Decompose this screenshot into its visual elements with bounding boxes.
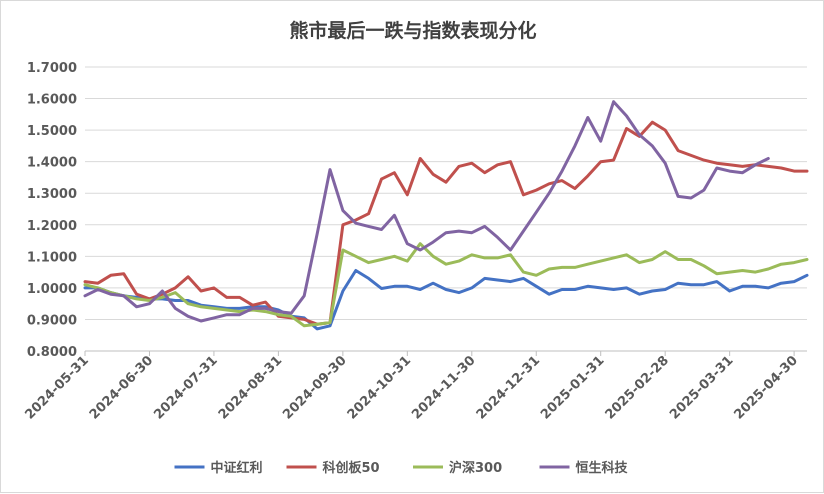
series-line (83, 242, 809, 328)
y-tick-label: 1.3000 (27, 187, 77, 202)
y-tick-label: 1.2000 (27, 219, 77, 234)
x-tick-label: 2025-01-31 (538, 353, 607, 422)
x-tick-label: 2025-04-30 (732, 353, 801, 422)
x-tick-label: 2025-02-28 (603, 353, 672, 422)
y-tick-label: 0.9000 (27, 313, 77, 328)
x-tick-label: 2024-07-31 (151, 353, 220, 422)
y-tick-label: 1.7000 (27, 61, 77, 76)
y-tick-label: 1.4000 (27, 156, 77, 171)
y-tick-label: 1.5000 (27, 124, 77, 139)
legend: 中证红利 科创板50 沪深300 恒生科技 (174, 460, 629, 476)
legend-label: 中证红利 (211, 460, 263, 476)
legend-label: 恒生科技 (576, 460, 629, 476)
y-tick-label: 1.0000 (27, 282, 77, 297)
y-tick-label: 1.1000 (27, 250, 77, 265)
series-lines (83, 100, 809, 331)
x-tick-label: 2025-03-31 (667, 353, 736, 422)
chart-title: 熊市最后一跌与指数表现分化 (289, 19, 536, 42)
legend-label: 科创板50 (323, 460, 380, 476)
x-tick-label: 2024-10-31 (345, 353, 414, 422)
series-line (83, 120, 809, 326)
axes: 0.8000 0.9000 1.0000 1.1000 1.2000 1.3000 1.40… (22, 61, 807, 423)
gridlines (85, 66, 807, 320)
x-tick-label: 2024-06-30 (87, 353, 156, 422)
x-tick-label: 2024-12-31 (474, 353, 543, 422)
x-tick-label: 2024-05-31 (22, 353, 91, 422)
x-tick-label: 2024-11-30 (409, 353, 478, 422)
series-line (83, 269, 809, 331)
y-tick-label: 0.8000 (27, 345, 77, 360)
x-tick-label: 2024-09-30 (280, 353, 349, 422)
y-tick-label: 1.6000 (27, 93, 77, 108)
series-line (83, 100, 770, 323)
legend-label: 沪深300 (449, 460, 502, 476)
x-tick-label: 2024-08-31 (216, 353, 285, 422)
